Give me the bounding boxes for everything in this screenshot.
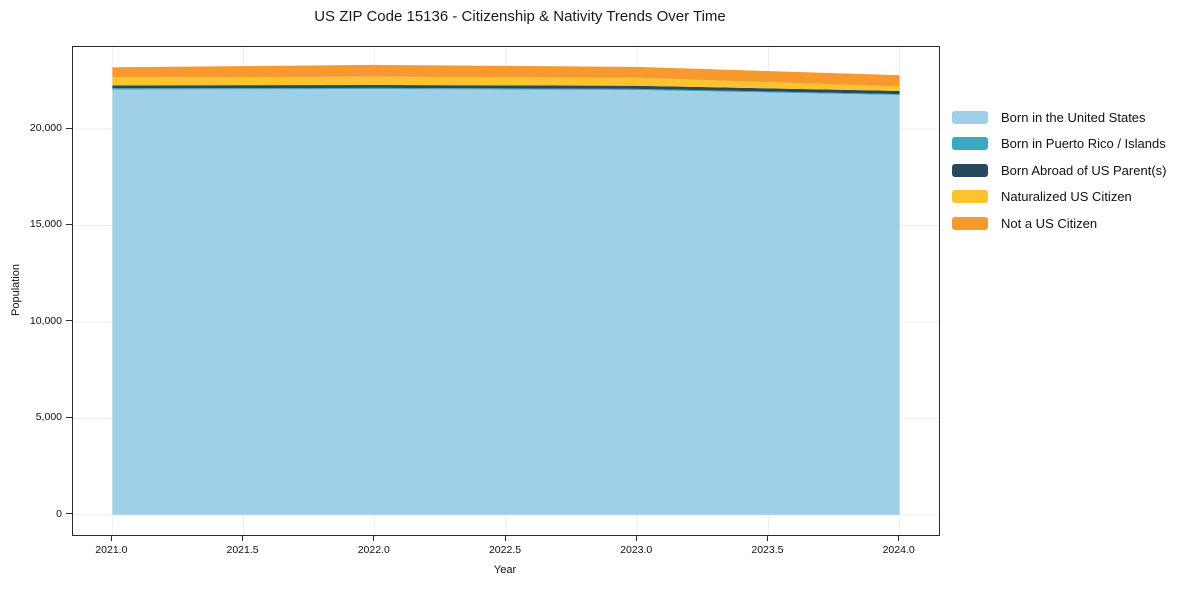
legend-item: Born in the United States <box>952 104 1166 131</box>
x-tick-label: 2023.0 <box>620 544 653 556</box>
x-tick <box>635 535 637 541</box>
stacked-area-chart <box>73 47 939 535</box>
x-tick <box>110 535 112 541</box>
y-tick <box>66 320 72 322</box>
x-tick <box>373 535 375 541</box>
area-naturalized-us-citizen <box>112 76 900 91</box>
legend-item: Born in Puerto Rico / Islands <box>952 131 1166 158</box>
x-tick <box>242 535 244 541</box>
y-tick <box>66 223 72 225</box>
legend-swatch-born-in-the-united-states <box>952 110 988 124</box>
x-tick-label: 2021.5 <box>226 544 259 556</box>
x-tick-label: 2022.5 <box>488 544 522 556</box>
legend-label: Born in Puerto Rico / Islands <box>1001 136 1166 152</box>
y-tick-label: 10,000 <box>29 314 62 327</box>
legend-item: Not a US Citizen <box>952 210 1166 237</box>
y-tick <box>66 416 72 418</box>
legend-label: Naturalized US Citizen <box>1001 189 1132 205</box>
y-tick-label: 0 <box>56 507 62 520</box>
y-tick <box>66 513 72 515</box>
legend-label: Born Abroad of US Parent(s) <box>1001 162 1167 178</box>
legend-label: Not a US Citizen <box>1001 215 1098 231</box>
legend-item: Born Abroad of US Parent(s) <box>952 157 1166 184</box>
y-tick-label: 5,000 <box>35 411 62 424</box>
y-tick-label: 20,000 <box>29 122 62 134</box>
area-born-abroad-of-us-parent-s <box>112 85 900 95</box>
x-tick <box>898 535 900 541</box>
area-born-in-puerto-rico-islands <box>112 87 900 95</box>
legend-item: Naturalized US Citizen <box>952 184 1166 211</box>
legend-swatch-naturalized-us-citizen <box>952 190 988 204</box>
x-tick <box>504 535 506 541</box>
plot-area <box>72 46 940 536</box>
legend-label: Born in the United States <box>1001 109 1146 125</box>
legend-swatch-born-abroad-of-us-parent-s <box>952 163 988 177</box>
y-axis-label: Population <box>10 264 22 316</box>
legend-swatch-born-in-puerto-rico-islands <box>952 137 988 151</box>
x-tick-label: 2022.0 <box>357 544 390 556</box>
x-tick-label: 2021.0 <box>95 544 128 556</box>
x-axis-label: Year <box>493 564 517 576</box>
area-born-in-the-united-states <box>112 89 900 515</box>
y-tick-label: 15,000 <box>29 218 62 231</box>
area-not-a-us-citizen <box>112 64 900 87</box>
x-tick <box>766 535 768 541</box>
y-tick <box>66 127 72 129</box>
legend: Born in the United States Born in Puerto … <box>952 104 1166 237</box>
chart-title: US ZIP Code 15136 - Citizenship & Nativi… <box>314 8 726 25</box>
legend-swatch-not-a-us-citizen <box>952 216 988 230</box>
x-tick-label: 2024.0 <box>882 544 915 556</box>
x-tick-label: 2023.5 <box>751 544 784 556</box>
